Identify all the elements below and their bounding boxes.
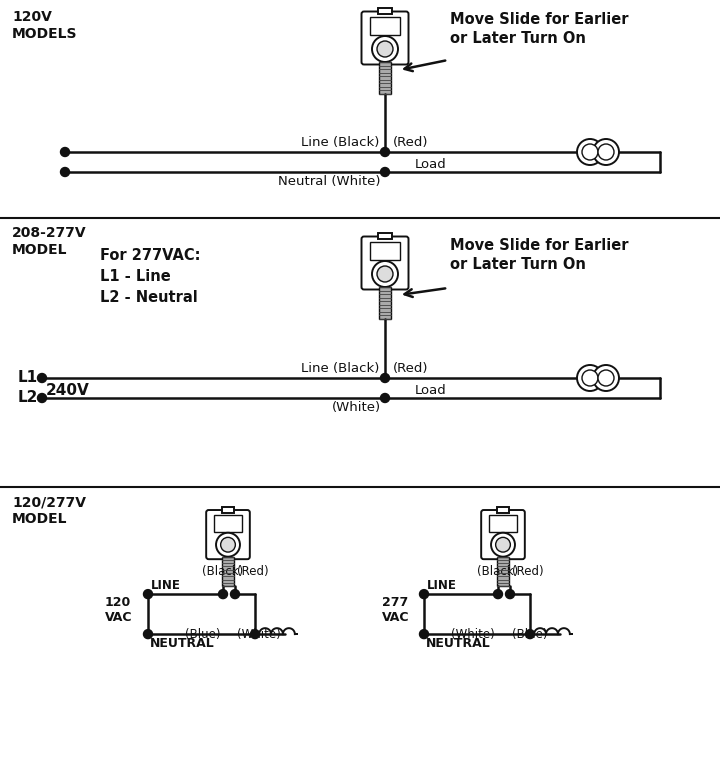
Bar: [489, 515, 517, 532]
Text: (Red): (Red): [393, 362, 428, 375]
Circle shape: [577, 139, 603, 165]
Circle shape: [377, 266, 393, 282]
Text: Move Slide for Earlier
or Later Turn On: Move Slide for Earlier or Later Turn On: [450, 238, 629, 272]
Circle shape: [582, 144, 598, 160]
Circle shape: [598, 144, 614, 160]
Circle shape: [505, 590, 515, 598]
Circle shape: [220, 537, 235, 552]
Text: (Blue): (Blue): [184, 628, 220, 641]
Circle shape: [380, 374, 390, 382]
Bar: [379, 287, 391, 319]
Circle shape: [526, 630, 534, 638]
Circle shape: [380, 394, 390, 402]
Bar: [215, 515, 242, 532]
Text: 240V: 240V: [46, 383, 90, 398]
Bar: [370, 17, 400, 35]
FancyBboxPatch shape: [361, 12, 408, 65]
Bar: [378, 8, 392, 14]
Circle shape: [37, 374, 47, 382]
Text: (Blue): (Blue): [512, 628, 547, 641]
Text: For 277VAC:
L1 - Line
L2 - Neutral: For 277VAC: L1 - Line L2 - Neutral: [100, 248, 200, 305]
Text: (White): (White): [451, 628, 495, 641]
Text: Line (Black): Line (Black): [301, 136, 379, 149]
Circle shape: [420, 630, 428, 638]
Text: (White): (White): [332, 401, 381, 414]
Circle shape: [577, 365, 603, 391]
Circle shape: [372, 36, 398, 62]
Circle shape: [491, 533, 515, 557]
Circle shape: [60, 168, 70, 177]
Text: Neutral (White): Neutral (White): [279, 175, 381, 188]
Circle shape: [593, 139, 619, 165]
Circle shape: [251, 630, 259, 638]
Text: LINE: LINE: [151, 579, 181, 592]
FancyBboxPatch shape: [481, 510, 525, 559]
Circle shape: [143, 630, 153, 638]
Circle shape: [372, 261, 398, 287]
Text: NEUTRAL: NEUTRAL: [426, 637, 491, 650]
Bar: [370, 242, 400, 260]
Circle shape: [216, 533, 240, 557]
Text: Line (Black): Line (Black): [301, 362, 379, 375]
FancyBboxPatch shape: [361, 236, 408, 290]
Circle shape: [37, 394, 47, 402]
Circle shape: [230, 590, 240, 598]
Text: NEUTRAL: NEUTRAL: [150, 637, 215, 650]
Text: L1: L1: [18, 371, 38, 385]
Text: Load: Load: [415, 384, 446, 397]
Circle shape: [143, 590, 153, 598]
Text: (White): (White): [237, 628, 281, 641]
Text: (Red): (Red): [512, 565, 544, 578]
Circle shape: [218, 590, 228, 598]
Circle shape: [593, 365, 619, 391]
Bar: [498, 557, 508, 586]
Text: 120V
MODELS: 120V MODELS: [12, 10, 78, 41]
Text: (Black): (Black): [202, 565, 243, 578]
Text: (Red): (Red): [237, 565, 269, 578]
Bar: [497, 507, 510, 513]
Circle shape: [377, 41, 393, 57]
Text: 120/277V
MODEL: 120/277V MODEL: [12, 495, 86, 527]
Text: (Black): (Black): [477, 565, 518, 578]
Text: Move Slide for Earlier
or Later Turn On: Move Slide for Earlier or Later Turn On: [450, 12, 629, 46]
Circle shape: [495, 537, 510, 552]
Circle shape: [493, 590, 503, 598]
Text: L2: L2: [17, 391, 38, 405]
Text: 277
VAC: 277 VAC: [382, 596, 410, 624]
Bar: [378, 233, 392, 239]
Circle shape: [380, 168, 390, 177]
Text: LINE: LINE: [427, 579, 457, 592]
Circle shape: [598, 370, 614, 386]
Bar: [379, 62, 391, 94]
Circle shape: [420, 590, 428, 598]
Bar: [222, 507, 235, 513]
Circle shape: [380, 147, 390, 157]
Text: 208-277V
MODEL: 208-277V MODEL: [12, 226, 86, 257]
Text: (Red): (Red): [393, 136, 428, 149]
Text: Load: Load: [415, 158, 446, 171]
Circle shape: [582, 370, 598, 386]
FancyBboxPatch shape: [206, 510, 250, 559]
Bar: [222, 557, 233, 586]
Circle shape: [60, 147, 70, 157]
Text: 120
VAC: 120 VAC: [105, 596, 132, 624]
